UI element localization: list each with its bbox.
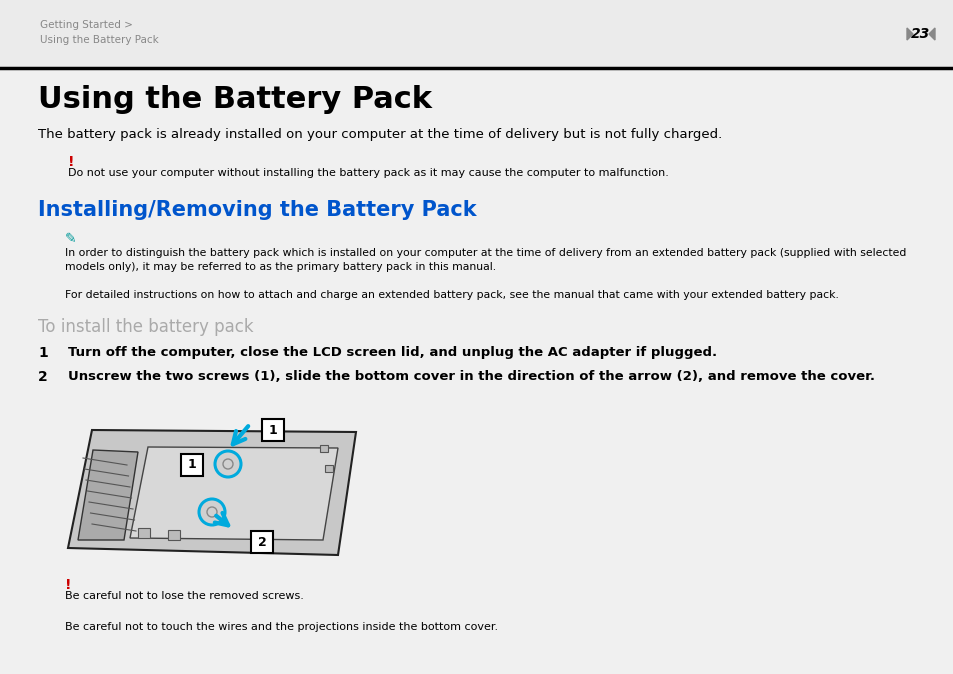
- Text: !: !: [68, 155, 74, 169]
- Text: 2: 2: [38, 370, 48, 384]
- Bar: [168, 530, 180, 540]
- Text: ✎: ✎: [65, 232, 76, 246]
- Bar: [0, 0, 953, 68]
- Polygon shape: [78, 450, 138, 540]
- Polygon shape: [928, 28, 934, 40]
- Text: Using the Battery Pack: Using the Battery Pack: [38, 85, 432, 114]
- Bar: [138, 528, 150, 538]
- Text: 1: 1: [38, 346, 48, 360]
- Polygon shape: [130, 447, 337, 540]
- Text: 1: 1: [269, 423, 277, 437]
- Bar: [319, 445, 328, 452]
- Text: Turn off the computer, close the LCD screen lid, and unplug the AC adapter if pl: Turn off the computer, close the LCD scr…: [68, 346, 717, 359]
- Circle shape: [199, 499, 225, 525]
- FancyBboxPatch shape: [181, 454, 203, 476]
- Text: Using the Battery Pack: Using the Battery Pack: [40, 35, 158, 45]
- Text: 23: 23: [910, 27, 929, 41]
- Text: For detailed instructions on how to attach and charge an extended battery pack, : For detailed instructions on how to atta…: [65, 290, 838, 300]
- Text: 1: 1: [188, 458, 196, 472]
- Polygon shape: [68, 430, 355, 555]
- Text: Be careful not to touch the wires and the projections inside the bottom cover.: Be careful not to touch the wires and th…: [65, 622, 497, 632]
- Text: In order to distinguish the battery pack which is installed on your computer at : In order to distinguish the battery pack…: [65, 248, 905, 272]
- Text: Getting Started >: Getting Started >: [40, 20, 132, 30]
- Text: Unscrew the two screws (1), slide the bottom cover in the direction of the arrow: Unscrew the two screws (1), slide the bo…: [68, 370, 874, 383]
- Text: Installing/Removing the Battery Pack: Installing/Removing the Battery Pack: [38, 200, 476, 220]
- Text: Be careful not to lose the removed screws.: Be careful not to lose the removed screw…: [65, 591, 304, 601]
- Text: To install the battery pack: To install the battery pack: [38, 318, 253, 336]
- Text: !: !: [65, 578, 71, 592]
- Polygon shape: [906, 28, 912, 40]
- Bar: [325, 465, 333, 472]
- Circle shape: [214, 451, 241, 477]
- FancyBboxPatch shape: [251, 531, 273, 553]
- Text: 2: 2: [257, 536, 266, 549]
- Text: The battery pack is already installed on your computer at the time of delivery b: The battery pack is already installed on…: [38, 128, 721, 141]
- Text: Do not use your computer without installing the battery pack as it may cause the: Do not use your computer without install…: [68, 168, 668, 178]
- FancyBboxPatch shape: [262, 419, 284, 441]
